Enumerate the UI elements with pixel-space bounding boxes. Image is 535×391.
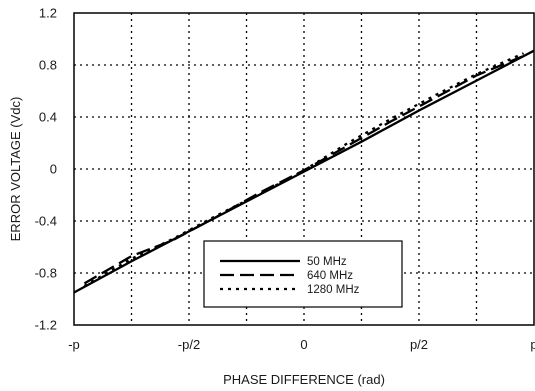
y-tick-label: 0.4 bbox=[39, 110, 57, 125]
y-axis-title: ERROR VOLTAGE (Vdc) bbox=[8, 97, 23, 242]
x-tick-label: 0 bbox=[300, 337, 307, 352]
series-line bbox=[83, 52, 525, 287]
legend-label: 1280 MHz bbox=[307, 284, 360, 296]
series-layer bbox=[73, 49, 535, 294]
legend-label: 640 MHz bbox=[307, 270, 353, 282]
x-tick-label: p bbox=[530, 337, 535, 352]
legend: 50 MHz 640 MHz 1280 MHz bbox=[203, 240, 403, 308]
y-tick-label: -0.4 bbox=[35, 214, 57, 229]
y-tick-label: -0.8 bbox=[35, 266, 57, 281]
y-tick-label: 0 bbox=[50, 162, 57, 177]
tick-layer: -p -p/2 0 p/2 p -1.2 -0.8 -0.4 0 0.4 0.8 1.2 bbox=[35, 6, 535, 353]
x-tick-label: -p bbox=[68, 337, 80, 352]
plot-frame bbox=[73, 12, 535, 326]
x-tick-label: p/2 bbox=[410, 337, 428, 352]
legend-box bbox=[203, 240, 403, 308]
y-tick-label: 1.2 bbox=[39, 6, 57, 21]
y-tick-label: 0.8 bbox=[39, 58, 57, 73]
y-tick-label: -1.2 bbox=[35, 318, 57, 333]
series-line bbox=[73, 49, 535, 294]
x-axis-title: PHASE DIFFERENCE (rad) bbox=[223, 372, 385, 387]
legend-label: 50 MHz bbox=[307, 256, 347, 268]
x-tick-label: -p/2 bbox=[178, 337, 200, 352]
